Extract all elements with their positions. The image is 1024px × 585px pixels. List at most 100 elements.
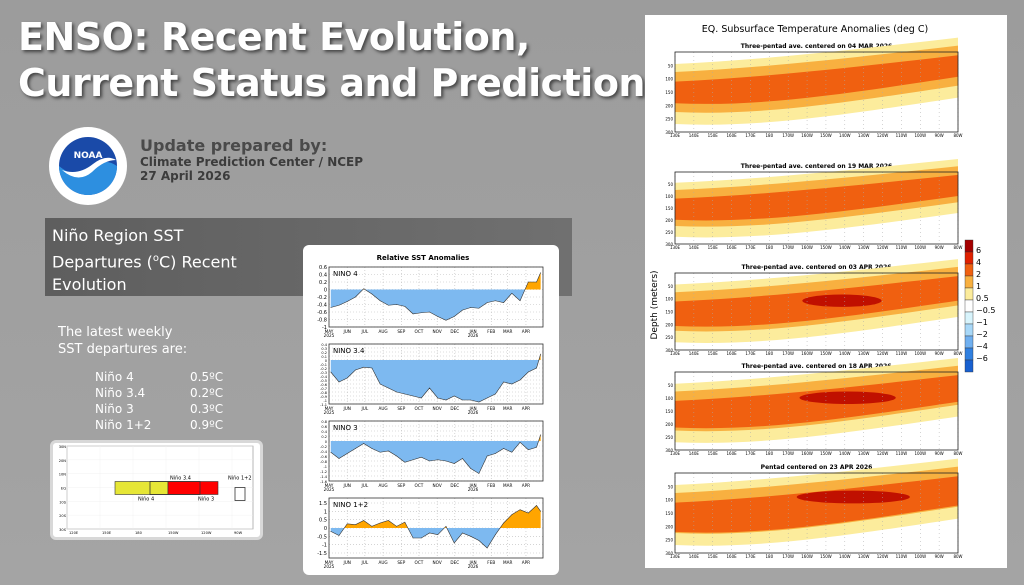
plot-frame	[328, 266, 544, 328]
data-point	[421, 537, 422, 539]
region-label: Niño 4	[138, 497, 154, 503]
lon-label: 120E	[69, 531, 79, 535]
lon-label: 100W	[914, 451, 926, 456]
data-point	[330, 371, 332, 373]
lon-label: 160W	[801, 451, 813, 456]
x-tick-label: AUG	[378, 483, 387, 488]
data-point	[519, 441, 521, 443]
plot-frame	[328, 343, 544, 405]
x-tick-year: 2026	[468, 333, 479, 338]
x-tick-label: APR	[522, 329, 530, 334]
lat-label: EQ	[61, 487, 66, 491]
anomaly-contour-4	[799, 391, 896, 404]
x-tick-label: OCT	[415, 560, 424, 565]
data-point	[462, 309, 463, 311]
data-point	[338, 304, 340, 306]
y-tick-label: -1	[324, 399, 328, 403]
depth-label: 200	[665, 524, 673, 529]
lon-label: 150W	[820, 351, 832, 356]
section-title-line-3: Evolution	[52, 275, 127, 295]
data-point	[429, 387, 430, 389]
x-tick-label: OCT	[415, 406, 424, 411]
lon-label: 160W	[801, 554, 813, 559]
colorbar-swatch	[964, 275, 974, 289]
lon-label: 150W	[168, 531, 179, 535]
colorbar-swatch	[964, 335, 974, 349]
data-point	[511, 383, 513, 385]
subsurface-panel-2: Three-pentad ave. centered on 19 MAR 202…	[665, 159, 963, 250]
data-point	[388, 520, 389, 521]
panel-title: Three-pentad ave. centered on 03 APR 202…	[742, 264, 892, 271]
data-point	[470, 536, 471, 537]
region-label: Niño 1+2	[228, 476, 252, 482]
x-tick-label: MAY	[325, 483, 334, 488]
x-tick-label: AUG	[378, 406, 387, 411]
data-point	[371, 367, 373, 369]
x-tick-label: FEB	[487, 329, 495, 334]
departure-value: 0.2ºC	[190, 386, 224, 400]
depth-label: 250	[665, 335, 673, 340]
depth-label: 250	[665, 117, 673, 122]
data-point	[445, 399, 447, 401]
y-tick-label: -0.4	[320, 375, 328, 379]
data-point	[470, 307, 471, 308]
y-tick-label: -1.6	[320, 480, 327, 484]
lon-label: 150E	[102, 531, 112, 535]
x-tick-label: JAN	[468, 406, 476, 411]
x-tick-label: JUN	[343, 329, 351, 334]
lon-label: 80W	[953, 554, 962, 559]
noaa-logo: NOAA	[49, 127, 127, 205]
lon-label: 140W	[839, 245, 851, 250]
depth-axis-label: Depth (meters)	[650, 270, 660, 339]
data-point	[388, 450, 389, 452]
data-point	[371, 448, 373, 449]
depth-label: 100	[665, 194, 673, 199]
data-point	[528, 371, 529, 373]
lon-label: 130W	[858, 554, 870, 559]
x-tick-label: MAR	[503, 329, 512, 334]
colorbar-label: 2	[976, 270, 981, 279]
lon-label: 140W	[839, 554, 851, 559]
x-tick-label: FEB	[487, 483, 495, 488]
x-tick-label: APR	[522, 560, 530, 565]
data-point	[371, 526, 373, 527]
lon-label: 150E	[708, 351, 719, 356]
y-tick-label: 0.1	[321, 355, 327, 359]
y-tick-label: -0.4	[317, 303, 327, 309]
data-point	[330, 451, 332, 453]
lon-label: 140E	[689, 451, 700, 456]
lat-label: 20S	[59, 514, 67, 518]
lon-label: 150W	[820, 133, 832, 138]
latest-line-2: SST departures are:	[58, 342, 188, 357]
subsurface-svg: EQ. Subsurface Temperature Anomalies (de…	[650, 24, 995, 559]
lon-label: 170W	[782, 245, 794, 250]
anomaly-contour-2	[675, 174, 958, 221]
y-tick-label: 0.6	[321, 425, 327, 429]
lon-label: 80W	[953, 245, 962, 250]
y-tick-label: 0.3	[321, 347, 327, 351]
data-point	[355, 369, 356, 371]
depth-label: 200	[665, 218, 673, 223]
lon-label: 170W	[782, 351, 794, 356]
data-point	[470, 468, 471, 469]
anomaly-contour-2	[675, 476, 958, 533]
data-point	[363, 366, 364, 368]
x-tick-year: 2025	[324, 410, 335, 415]
lon-label: 150W	[820, 554, 832, 559]
data-point	[437, 534, 439, 535]
x-tick-label: SEP	[397, 560, 405, 565]
lon-label: 180	[135, 531, 143, 535]
degree-sup: o	[152, 253, 159, 264]
negative-area	[330, 441, 541, 474]
x-tick-label: JUL	[361, 560, 369, 565]
data-point	[445, 319, 447, 321]
y-tick-label: -1.2	[320, 470, 327, 474]
data-point	[338, 458, 340, 459]
lon-label: 90W	[935, 451, 944, 456]
data-point	[462, 458, 463, 459]
colorbar-label: 1	[976, 282, 981, 291]
colorbar-swatch	[964, 299, 974, 313]
data-point	[412, 537, 414, 539]
negative-area	[330, 289, 541, 321]
